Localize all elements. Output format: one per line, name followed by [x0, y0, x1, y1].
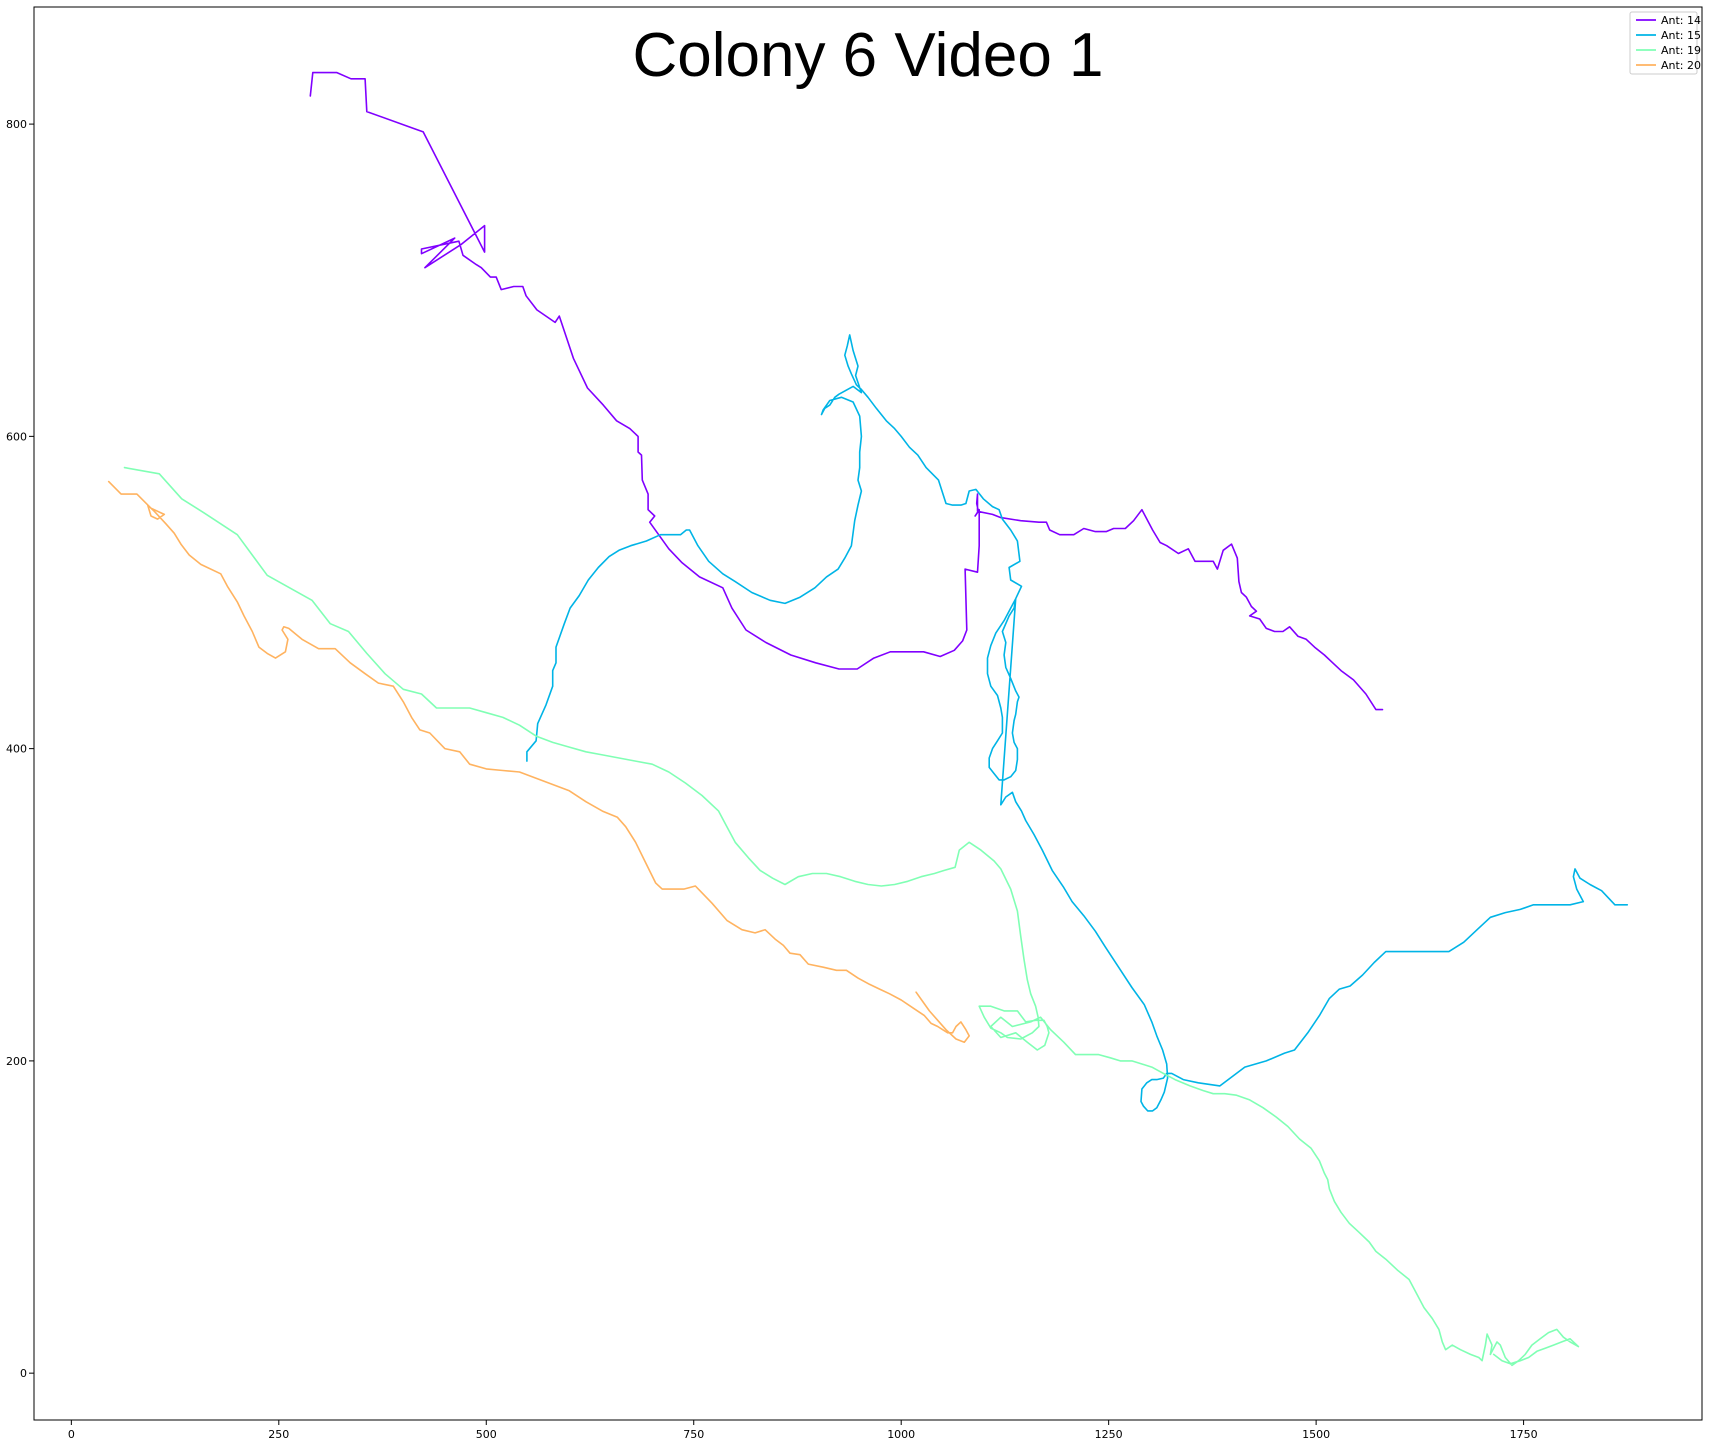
series-line-3: [123, 466, 1580, 1367]
legend-box: [1629, 11, 1698, 75]
x-tick-label-7: 1500: [1302, 1428, 1330, 1441]
y-tick-label-4: 600: [6, 430, 27, 443]
x-tick-label-2: 250: [268, 1428, 289, 1441]
y-tick-label-3: 400: [6, 743, 27, 756]
series-line-1: [309, 71, 1384, 711]
x-tick-label-1: 0: [68, 1428, 75, 1441]
legend: Ant: 14 Ant: 15 Ant: 19 Ant: 20: [1629, 11, 1701, 75]
x-tick-label-8: 1750: [1510, 1428, 1538, 1441]
series-layer: [107, 71, 1629, 1367]
legend-label-2: Ant: 15: [1661, 29, 1701, 42]
legend-label-3: Ant: 19: [1661, 44, 1701, 57]
legend-label-1: Ant: 14: [1661, 14, 1701, 27]
x-tick-label-3: 500: [476, 1428, 497, 1441]
x-axis: 0 250 500 750 1000 1250 1500 1750: [68, 1420, 1538, 1441]
y-tick-label-5: 800: [6, 118, 27, 131]
y-tick-label-2: 200: [6, 1055, 27, 1068]
plot-area: [33, 6, 1703, 1421]
y-axis: 0 200 400 600 800: [6, 118, 34, 1380]
x-tick-label-5: 1000: [887, 1428, 915, 1441]
x-tick-label-4: 750: [683, 1428, 704, 1441]
y-tick-label-1: 0: [20, 1367, 27, 1380]
series-line-2: [526, 334, 1629, 1112]
legend-label-4: Ant: 20: [1661, 59, 1701, 72]
series-line-4: [107, 480, 971, 1043]
chart-title: Colony 6 Video 1: [632, 21, 1103, 90]
x-tick-label-6: 1250: [1095, 1428, 1123, 1441]
